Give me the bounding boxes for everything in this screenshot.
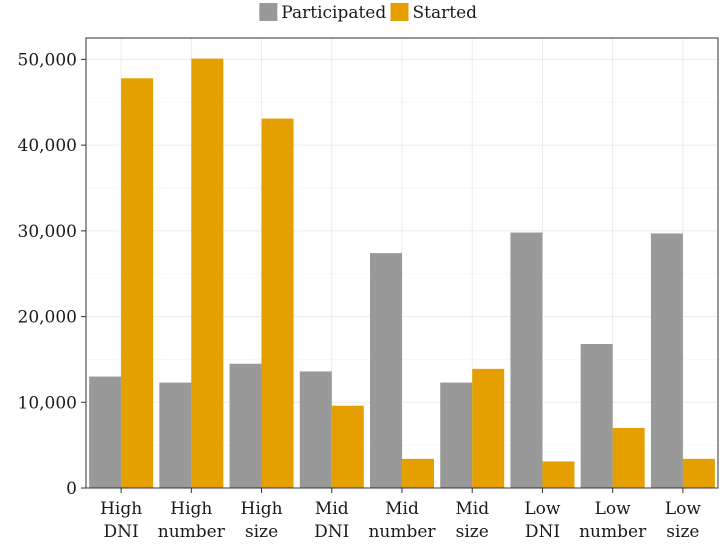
x-tick-label: number [158,522,226,542]
bar-started [472,368,505,488]
x-tick-label: High [170,499,212,519]
bar-started [542,461,575,488]
bar-started [682,458,715,488]
x-tick-label: Low [665,499,702,519]
y-tick-label: 50,000 [18,50,77,70]
legend-swatch-participated [259,3,278,21]
bar-participated [510,232,543,488]
legend-label-started: Started [413,3,478,23]
x-tick-label: Mid [385,499,419,519]
legend: Participated Started [259,3,477,23]
bar-started [331,405,364,488]
x-tick-label: number [368,522,436,542]
x-tick-label: DNI [103,522,138,542]
bar-participated [370,253,402,488]
bar-participated [440,382,473,488]
legend-swatch-started [390,3,409,21]
y-tick-label: 30,000 [18,222,77,242]
x-tick-label: Mid [315,499,349,519]
y-axis: 0 10,000 20,000 30,000 40,000 50,000 [18,50,86,499]
x-tick-label: High [241,499,283,519]
legend-label-participated: Participated [281,3,386,23]
x-axis: High DNI High number High size Mid DNI Mid number… [100,488,701,542]
y-tick-label: 0 [66,479,77,499]
bar-started [261,118,294,489]
bar-started [402,458,434,488]
x-tick-label: DNI [314,522,349,542]
bar-participated [650,233,683,488]
x-tick-label: size [456,522,489,542]
x-tick-label: number [579,522,647,542]
bar-started [191,58,224,488]
bar-started [612,428,645,488]
bar-participated [159,382,192,488]
x-tick-label: Low [524,499,561,519]
y-tick-label: 40,000 [18,136,77,156]
x-tick-label: Mid [455,499,489,519]
x-tick-label: DNI [525,522,560,542]
y-tick-label: 20,000 [18,308,77,328]
bars [89,58,715,489]
y-tick-label: 10,000 [18,393,77,413]
bar-participated [229,363,262,488]
bar-participated [580,344,613,488]
bar-started [121,78,154,489]
x-tick-label: Low [595,499,632,519]
bar-participated [89,376,122,488]
x-tick-label: High [100,499,142,519]
x-tick-label: size [245,522,278,542]
x-tick-label: size [666,522,699,542]
bar-participated [299,371,332,488]
